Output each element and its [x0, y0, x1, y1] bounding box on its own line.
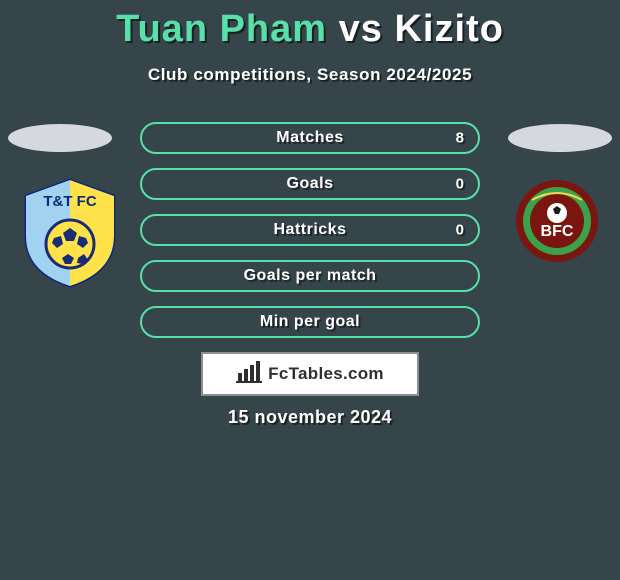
stat-right-value: 0 — [456, 176, 464, 193]
player2-avatar — [508, 124, 612, 152]
brand-box: FcTables.com — [201, 352, 419, 396]
date-text: 15 november 2024 — [0, 407, 620, 428]
stat-label: Min per goal — [260, 313, 360, 331]
bar-chart-icon — [236, 361, 262, 388]
stat-label: Hattricks — [274, 221, 347, 239]
player1-avatar — [8, 124, 112, 152]
stat-row-gpm: Goals per match — [140, 260, 480, 292]
stats-rows: Matches 8 Goals 0 Hattricks 0 Goals per … — [140, 122, 480, 338]
stat-label: Goals per match — [244, 267, 377, 285]
crest-left-text: T&T FC — [43, 193, 96, 210]
club-crest-right: BFC — [514, 178, 600, 264]
stat-row-matches: Matches 8 — [140, 122, 480, 154]
player1-name: Tuan Pham — [116, 8, 327, 50]
club-crest-left: T&T FC — [20, 176, 120, 288]
stat-right-value: 0 — [456, 222, 464, 239]
stat-right-value: 8 — [456, 130, 464, 147]
brand-text: FcTables.com — [268, 364, 384, 384]
stat-row-goals: Goals 0 — [140, 168, 480, 200]
page-title: Tuan Pham vs Kizito — [0, 0, 620, 51]
stat-row-mpg: Min per goal — [140, 306, 480, 338]
subtitle: Club competitions, Season 2024/2025 — [0, 65, 620, 85]
stat-row-hattricks: Hattricks 0 — [140, 214, 480, 246]
vs-text: vs — [339, 8, 383, 50]
crest-right-text: BFC — [541, 223, 574, 240]
stat-label: Goals — [287, 175, 334, 193]
player2-name: Kizito — [394, 8, 503, 50]
stat-label: Matches — [276, 129, 344, 147]
